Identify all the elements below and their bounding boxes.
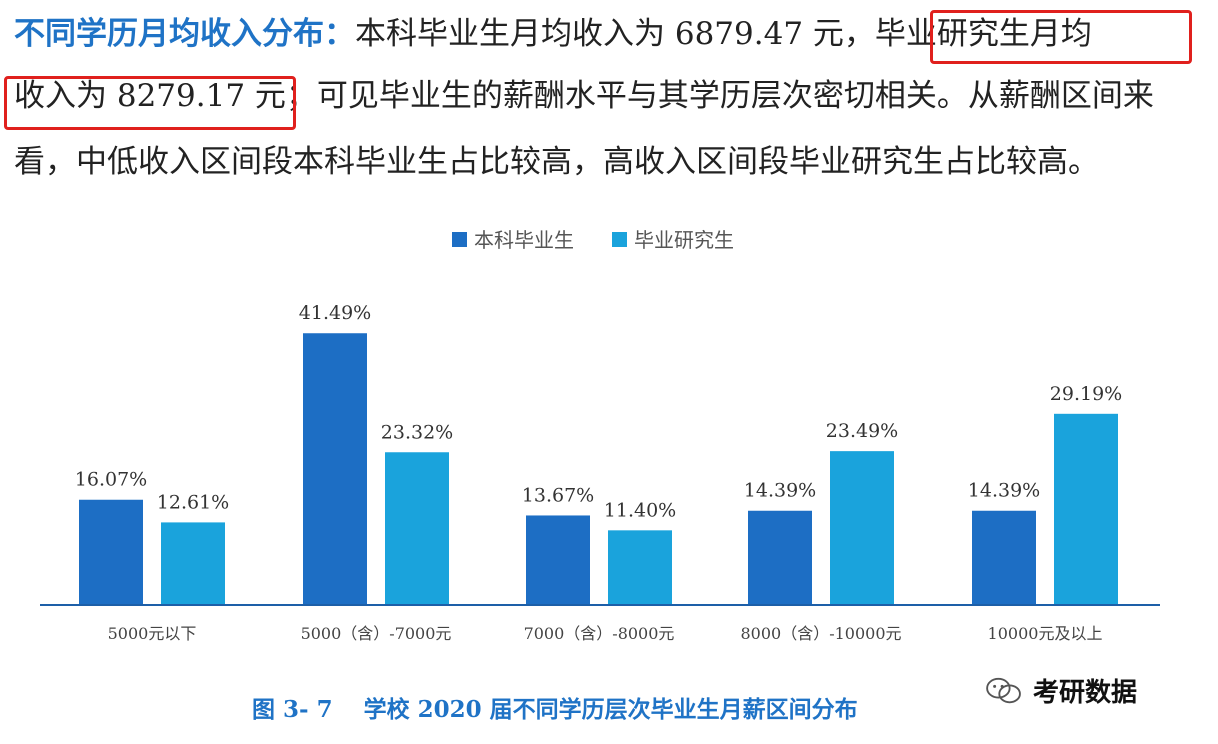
line2-text-a: 收入为 8279.17 元； [14,78,317,114]
bar-chart: 本科毕业生 毕业研究生 16.07% 12.61% 5000元以下 41.49% 23.32… [40,228,1160,643]
wechat-icon [986,677,1021,703]
category-label-2: 7000（含）-8000元 [524,624,675,643]
value-label-0-0: 16.07% [75,469,147,491]
legend-label-1: 毕业研究生 [634,228,734,252]
value-label-0-1: 41.49% [299,302,371,324]
legend-swatch-1 [612,232,627,247]
category-label-1: 5000（含）-7000元 [301,624,452,643]
highlight-box-1 [930,10,1192,64]
legend-label-0: 本科毕业生 [474,228,574,252]
bar-0-3 [748,510,812,605]
bar-0-4 [972,510,1036,605]
category-label-4: 10000元及以上 [988,624,1103,643]
value-label-1-0: 12.61% [157,491,229,513]
watermark: 考研数据 [985,672,1137,709]
line1-text-a: 本科毕业生月均收入为 6879.47 元， [355,16,875,52]
value-label-0-2: 13.67% [522,484,594,506]
bar-1-4 [1054,413,1118,605]
line2-text-b: 可见毕业生的薪酬水平与其学历层次密切相关。从薪酬区间来 [316,78,1154,114]
bar-1-1 [385,452,449,605]
value-label-1-1: 23.32% [381,421,453,443]
value-label-1-3: 23.49% [826,420,898,442]
category-label-3: 8000（含）-10000元 [740,624,901,643]
value-label-0-4: 14.39% [968,480,1040,502]
paragraph-line-3: 看，中低收入区间段本科毕业生占比较高，高收入区间段毕业研究生占比较高。 [14,128,1099,196]
paragraph-line-1: 不同学历月均收入分布：本科毕业生月均收入为 6879.47 元，毕业研究生月均 [14,0,1092,68]
paragraph-line-2: 收入为 8279.17 元；可见毕业生的薪酬水平与其学历层次密切相关。从薪酬区间… [14,62,1154,130]
bar-1-0 [161,522,225,605]
bar-1-2 [608,530,672,605]
bar-1-3 [830,451,894,605]
highlight-box-2 [4,76,296,130]
bar-0-2 [526,515,590,605]
category-label-0: 5000元以下 [108,624,197,643]
value-label-1-2: 11.40% [604,499,676,521]
line1-text-b: 毕业研究生月均 [874,16,1092,52]
figure-caption: 图 3- 7 学校 2020 届不同学历层次毕业生月薪区间分布 [252,696,858,723]
section-heading: 不同学历月均收入分布： [14,16,355,52]
legend-swatch-0 [452,232,467,247]
watermark-text: 考研数据 [1033,678,1138,708]
line3-text: 看，中低收入区间段本科毕业生占比较高，高收入区间段毕业研究生占比较高。 [14,144,1099,180]
value-label-0-3: 14.39% [744,480,816,502]
value-label-1-4: 29.19% [1050,383,1122,405]
bar-0-1 [303,333,367,605]
bar-0-0 [79,499,143,605]
